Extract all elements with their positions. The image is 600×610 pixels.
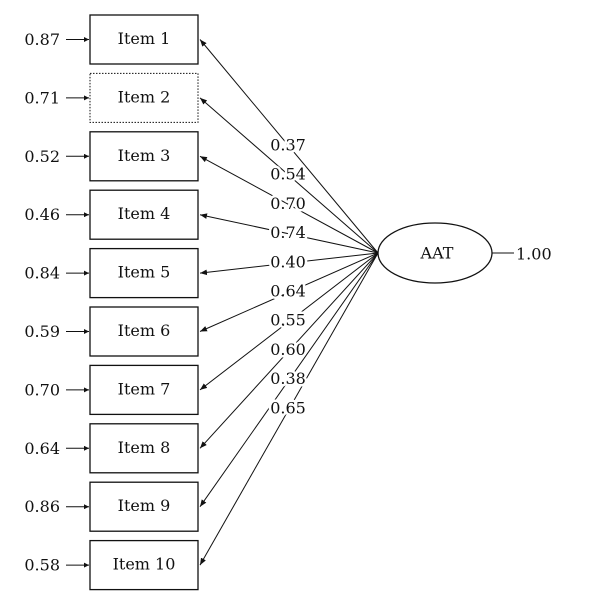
item-box — [89, 306, 199, 357]
loading-label: 0.38 — [270, 369, 306, 388]
error-variance: 0.52 — [24, 147, 60, 166]
item-label: Item 6 — [118, 321, 171, 340]
nodes: AAT 1.00 Item 1 0.87 Item 2 0.71 Item 3 0.52 I… — [24, 14, 552, 591]
item-box — [89, 131, 199, 182]
item-box — [89, 481, 199, 532]
loading-label: 0.54 — [270, 165, 306, 184]
loading-arrow — [199, 155, 379, 254]
loading-label: 0.40 — [270, 252, 306, 271]
error-variance: 0.58 — [24, 556, 60, 575]
loading-arrow — [199, 252, 379, 276]
item-box — [89, 539, 199, 591]
error-variance: 0.87 — [24, 30, 60, 49]
loading-arrow — [199, 252, 379, 391]
item-box — [89, 189, 199, 240]
item-label: Item 3 — [118, 146, 171, 165]
labels: 0.37 0.54 0.70 0.74 0.40 0.64 0.55 0.60 0.38 0.65 — [268, 133, 309, 420]
latent-variance: 1.00 — [516, 245, 552, 264]
item-label: Item 4 — [118, 204, 171, 223]
loading-label: 0.55 — [270, 311, 306, 330]
loading-arrow — [199, 213, 379, 254]
item-label: Item 7 — [118, 379, 171, 398]
loading-arrow — [199, 97, 379, 254]
error-variance: 0.71 — [24, 88, 60, 107]
loading-arrow — [199, 252, 379, 332]
item-box — [89, 423, 199, 474]
error-variance: 0.46 — [24, 205, 60, 224]
item-box — [89, 364, 199, 416]
error-variance: 0.59 — [24, 322, 60, 341]
loading-arrow — [199, 39, 379, 254]
error-variance: 0.86 — [24, 497, 60, 516]
loading-label: 0.65 — [270, 398, 306, 417]
error-variance: 0.64 — [24, 439, 60, 458]
loading-label: 0.74 — [270, 223, 306, 242]
item-label: Item 1 — [118, 29, 171, 48]
loading-label: 0.64 — [270, 282, 306, 301]
item-box — [89, 72, 199, 123]
item-label: Item 10 — [113, 555, 176, 574]
loading-arrow — [199, 252, 379, 566]
loading-arrow — [199, 252, 379, 507]
item-label: Item 8 — [118, 438, 171, 457]
loading-label: 0.37 — [270, 136, 306, 155]
loading-arrow — [199, 252, 379, 449]
item-label: Item 9 — [118, 496, 171, 515]
error-variance: 0.84 — [24, 264, 60, 283]
error-variance: 0.70 — [24, 380, 60, 399]
item-label: Item 2 — [118, 87, 171, 106]
loading-label: 0.60 — [270, 340, 306, 359]
latent-label: AAT — [420, 244, 454, 263]
paths — [66, 37, 379, 568]
loading-label: 0.70 — [270, 194, 306, 213]
item-box — [89, 247, 199, 299]
item-label: Item 5 — [118, 263, 171, 282]
item-box — [89, 14, 199, 65]
